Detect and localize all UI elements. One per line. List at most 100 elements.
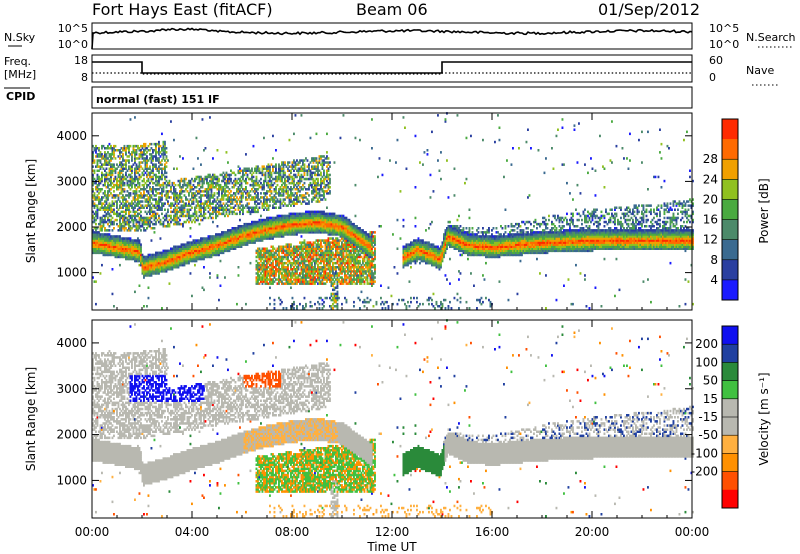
beam-title: Beam 06: [356, 0, 428, 19]
power-cell: [166, 176, 168, 179]
power-cell: [140, 243, 142, 246]
noise-sky-line: [92, 28, 692, 49]
power-cell: [170, 215, 172, 218]
power-cell: [100, 272, 102, 275]
power-cell: [167, 200, 169, 203]
power-cell: [173, 168, 175, 171]
power-cell: [112, 293, 114, 296]
power-cell: [104, 190, 106, 193]
noise-right-tick-top: 10^5: [709, 22, 739, 35]
power-cell: [101, 264, 103, 267]
power-cell: [166, 151, 168, 154]
power-cell: [155, 163, 157, 166]
power-cell: [139, 239, 141, 242]
power-cell: [158, 141, 160, 144]
power-cell: [113, 209, 115, 212]
power-cell: [154, 231, 156, 234]
power-cell: [166, 165, 168, 168]
power-cell: [167, 209, 169, 212]
power-cell: [151, 143, 153, 146]
power-cell: [113, 227, 115, 230]
noise-panel: N.Sky 10^5 10^0 10^5 10^0 N.Search: [4, 22, 796, 51]
noise-right-tick-bottom: 10^0: [709, 38, 739, 51]
nave-tick-top: 60: [709, 54, 723, 67]
power-cell: [113, 190, 115, 193]
power-cell: [148, 297, 150, 300]
noise-right-label: N.Search: [746, 31, 796, 44]
power-cell: [130, 145, 132, 148]
noise-panel-frame: [92, 23, 692, 49]
power-cell: [154, 227, 156, 230]
power-cell: [148, 287, 150, 290]
power-cell: [161, 307, 163, 310]
power-cell: [176, 168, 178, 171]
power-cell: [179, 155, 181, 158]
power-cell: [139, 182, 141, 185]
power-cell: [143, 305, 145, 308]
power-cell: [139, 285, 141, 288]
power-cell: [146, 155, 148, 158]
power-cell: [130, 118, 132, 121]
power-cell: [124, 188, 126, 191]
power-heatmap: [92, 112, 694, 309]
power-cell: [95, 303, 97, 306]
power-cell: [113, 163, 115, 166]
power-cell: [94, 170, 96, 173]
power-cell: [101, 188, 103, 191]
power-cell: [167, 159, 169, 162]
power-cell: [116, 219, 118, 222]
freq-line: [92, 62, 692, 73]
power-cell: [145, 143, 147, 146]
date-title: 01/Sep/2012: [598, 0, 700, 19]
noise-left-tick-bottom: 10^0: [58, 38, 88, 51]
power-cell: [166, 155, 168, 158]
power-cell: [113, 305, 115, 308]
power-cell: [166, 172, 168, 175]
power-cell: [142, 200, 144, 203]
power-cell: [95, 223, 97, 226]
radar-summary-plot: Fort Hays East (fitACF) Beam 06 01/Sep/2…: [0, 0, 800, 554]
power-cell: [175, 188, 177, 191]
freq-tick-top: 18: [74, 54, 88, 67]
power-cell: [158, 215, 160, 218]
power-cell: [175, 184, 177, 187]
cpid-text: normal (fast) 151 IF: [96, 93, 220, 106]
power-cell: [134, 291, 136, 294]
power-cell: [140, 211, 142, 214]
power-cell: [95, 280, 97, 283]
power-cell: [169, 282, 171, 285]
power-cell: [109, 229, 111, 232]
power-cell: [160, 237, 162, 240]
power-cell: [179, 219, 181, 222]
power-cell: [149, 165, 151, 168]
power-cell: [124, 182, 126, 185]
power-cell: [160, 219, 162, 222]
noise-left-tick-top: 10^5: [58, 22, 88, 35]
power-cell: [170, 120, 172, 123]
power-cell: [106, 168, 108, 171]
power-cell: [112, 268, 114, 271]
power-cell: [161, 163, 163, 166]
power-cell: [164, 202, 166, 205]
power-cell: [115, 157, 117, 160]
cpid-label: CPID: [6, 90, 35, 103]
freq-panel-frame: [92, 55, 692, 82]
power-cell: [122, 153, 124, 156]
freq-tick-bottom: 8: [81, 71, 88, 84]
noise-left-label: N.Sky: [4, 31, 36, 44]
power-cell: [140, 229, 142, 232]
nave-tick-bottom: 0: [709, 71, 716, 84]
power-cell: [182, 157, 184, 160]
power-cell: [130, 192, 132, 195]
power-cell: [181, 196, 183, 199]
power-cell: [94, 159, 96, 162]
power-cell: [146, 305, 148, 308]
nave-label: Nave: [746, 64, 774, 77]
power-cell: [166, 147, 168, 150]
power-cell: [134, 116, 136, 119]
power-cell: [161, 133, 163, 136]
power-cell: [164, 141, 166, 144]
power-cell: [128, 159, 130, 162]
power-cell: [98, 147, 100, 150]
